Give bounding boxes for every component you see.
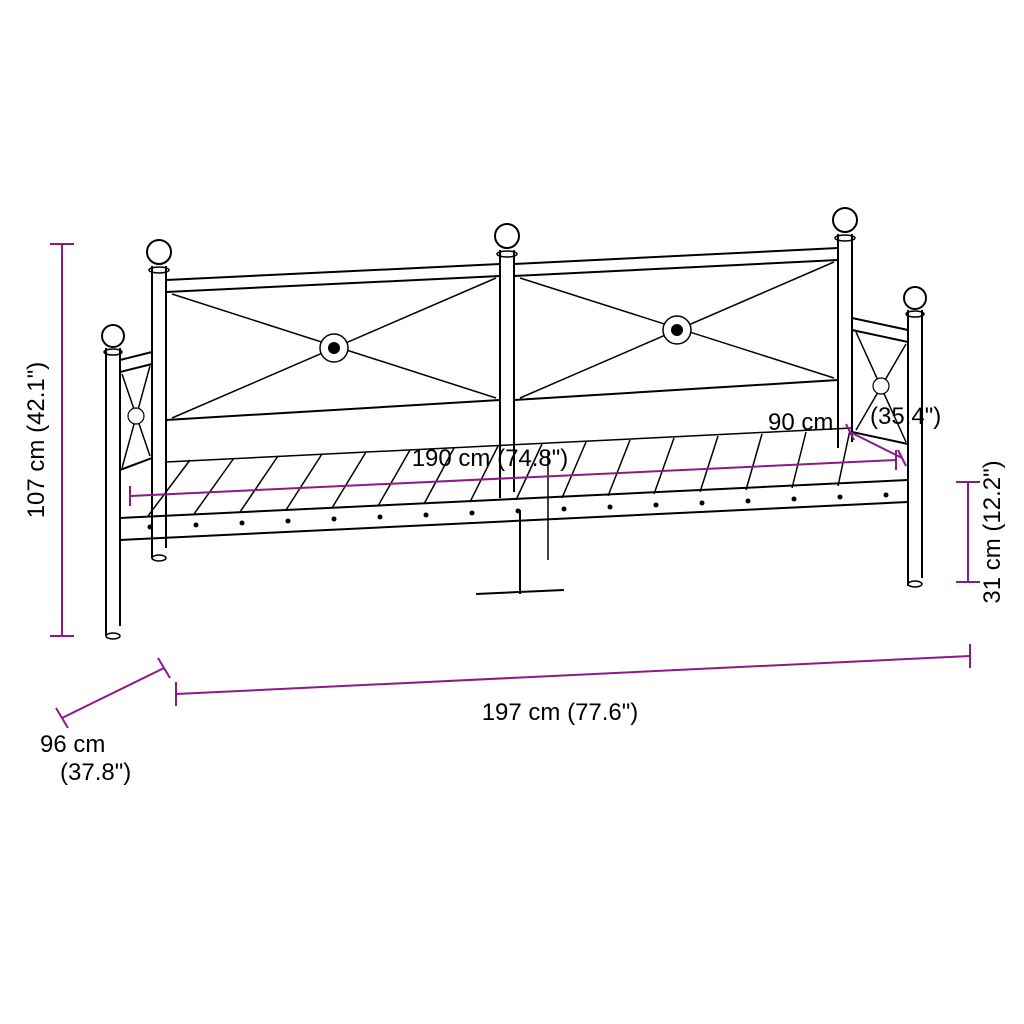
dim-height: 107 cm (42.1")	[23, 244, 74, 636]
dim-depth: 96 cm (37.8")	[40, 658, 170, 786]
svg-text:90 cm: 90 cm	[768, 409, 833, 436]
dim-seat-height-label: 31 cm (12.2")	[979, 460, 1006, 603]
dim-length: 197 cm (77.6")	[176, 644, 970, 726]
dim-depth-label-line2: (37.8")	[60, 759, 131, 786]
dim-height-label: 107 cm (42.1")	[23, 362, 50, 519]
dim-inner-width: 90 cm (35.4")	[768, 403, 941, 466]
dimension-diagram: 107 cm (42.1") 96 cm (37.8") 197 cm (77.…	[0, 0, 1024, 1024]
dim-length-label: 197 cm (77.6")	[482, 699, 639, 726]
dim-inner-length-label: 190 cm (74.8")	[412, 445, 569, 472]
dim-depth-label-line1: 96 cm	[40, 731, 105, 758]
svg-text:(35.4"): (35.4")	[870, 403, 941, 430]
dim-seat-height: 31 cm (12.2")	[956, 460, 1006, 603]
